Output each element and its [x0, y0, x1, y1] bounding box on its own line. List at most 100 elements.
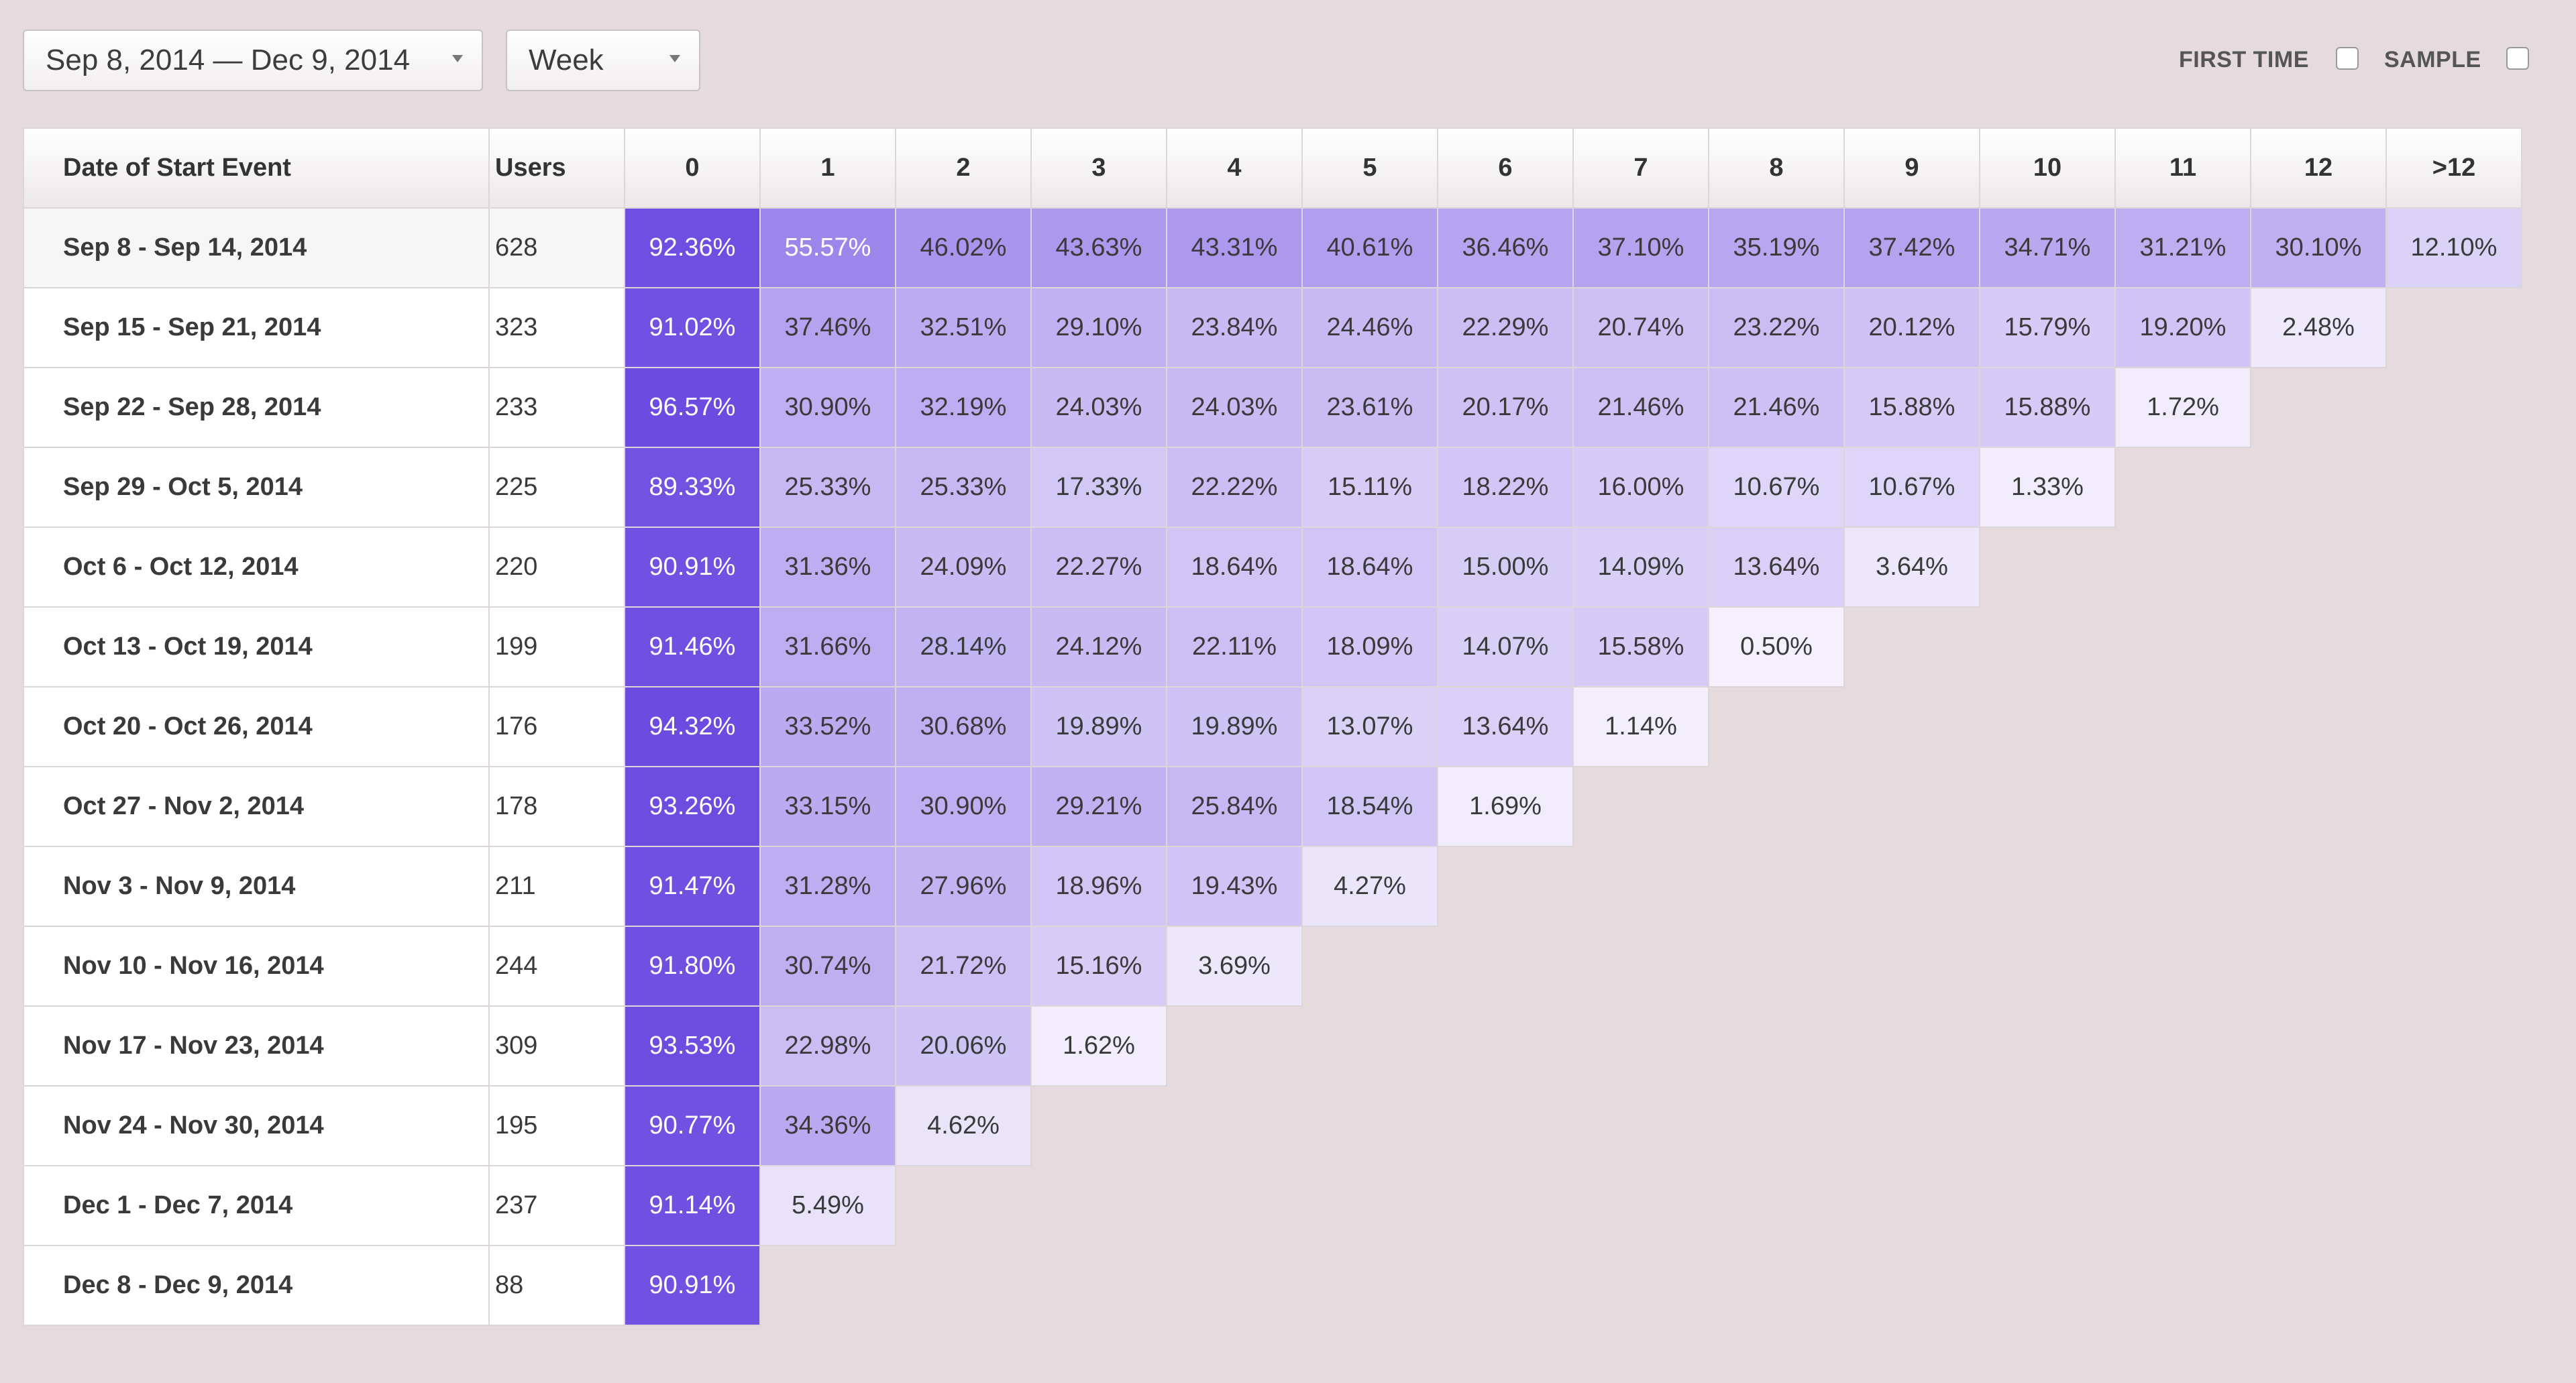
retention-cell[interactable]: 89.33%	[624, 447, 761, 528]
retention-cell[interactable]: 1.72%	[2114, 367, 2251, 448]
retention-cell[interactable]: 43.63%	[1030, 207, 1167, 288]
retention-cell[interactable]: 19.20%	[2114, 287, 2251, 368]
retention-cell[interactable]: 25.33%	[759, 447, 896, 528]
retention-cell[interactable]: 23.61%	[1301, 367, 1438, 448]
retention-cell[interactable]: 15.79%	[1979, 287, 2116, 368]
retention-cell[interactable]: 0.50%	[1708, 606, 1845, 687]
retention-cell[interactable]: 22.27%	[1030, 527, 1167, 608]
retention-cell[interactable]: 93.26%	[624, 766, 761, 847]
retention-cell[interactable]: 24.12%	[1030, 606, 1167, 687]
retention-cell[interactable]: 34.71%	[1979, 207, 2116, 288]
retention-cell[interactable]: 55.57%	[759, 207, 896, 288]
retention-cell[interactable]: 31.28%	[759, 846, 896, 927]
retention-cell[interactable]: 90.91%	[624, 1245, 761, 1326]
retention-cell[interactable]: 30.10%	[2250, 207, 2387, 288]
retention-cell[interactable]: 18.96%	[1030, 846, 1167, 927]
retention-cell[interactable]: 25.84%	[1166, 766, 1303, 847]
retention-cell[interactable]: 18.22%	[1437, 447, 1574, 528]
retention-cell[interactable]: 15.58%	[1572, 606, 1709, 687]
retention-cell[interactable]: 28.14%	[895, 606, 1032, 687]
retention-cell[interactable]: 12.10%	[2385, 207, 2522, 288]
retention-cell[interactable]: 40.61%	[1301, 207, 1438, 288]
retention-cell[interactable]: 43.31%	[1166, 207, 1303, 288]
retention-cell[interactable]: 27.96%	[895, 846, 1032, 927]
retention-cell[interactable]: 29.21%	[1030, 766, 1167, 847]
retention-cell[interactable]: 24.09%	[895, 527, 1032, 608]
retention-cell[interactable]: 15.11%	[1301, 447, 1438, 528]
retention-cell[interactable]: 1.33%	[1979, 447, 2116, 528]
retention-cell[interactable]: 20.74%	[1572, 287, 1709, 368]
retention-cell[interactable]: 5.49%	[759, 1165, 896, 1246]
date-range-dropdown[interactable]: Sep 8, 2014 — Dec 9, 2014	[23, 30, 483, 91]
retention-cell[interactable]: 19.89%	[1030, 686, 1167, 767]
retention-cell[interactable]: 93.53%	[624, 1005, 761, 1087]
retention-cell[interactable]: 18.64%	[1166, 527, 1303, 608]
retention-cell[interactable]: 13.07%	[1301, 686, 1438, 767]
retention-cell[interactable]: 91.80%	[624, 926, 761, 1007]
retention-cell[interactable]: 92.36%	[624, 207, 761, 288]
retention-cell[interactable]: 15.88%	[1979, 367, 2116, 448]
period-dropdown[interactable]: Week	[506, 30, 700, 91]
retention-cell[interactable]: 23.84%	[1166, 287, 1303, 368]
retention-cell[interactable]: 30.90%	[759, 367, 896, 448]
retention-cell[interactable]: 32.51%	[895, 287, 1032, 368]
retention-cell[interactable]: 10.67%	[1708, 447, 1845, 528]
retention-cell[interactable]: 18.54%	[1301, 766, 1438, 847]
retention-cell[interactable]: 31.21%	[2114, 207, 2251, 288]
retention-cell[interactable]: 18.09%	[1301, 606, 1438, 687]
retention-cell[interactable]: 15.88%	[1843, 367, 1980, 448]
retention-cell[interactable]: 91.46%	[624, 606, 761, 687]
retention-cell[interactable]: 13.64%	[1437, 686, 1574, 767]
retention-cell[interactable]: 30.68%	[895, 686, 1032, 767]
retention-cell[interactable]: 32.19%	[895, 367, 1032, 448]
retention-cell[interactable]: 16.00%	[1572, 447, 1709, 528]
retention-cell[interactable]: 36.46%	[1437, 207, 1574, 288]
retention-cell[interactable]: 37.42%	[1843, 207, 1980, 288]
retention-cell[interactable]: 14.09%	[1572, 527, 1709, 608]
retention-cell[interactable]: 13.64%	[1708, 527, 1845, 608]
retention-cell[interactable]: 37.46%	[759, 287, 896, 368]
retention-cell[interactable]: 22.11%	[1166, 606, 1303, 687]
retention-cell[interactable]: 29.10%	[1030, 287, 1167, 368]
retention-cell[interactable]: 10.67%	[1843, 447, 1980, 528]
retention-cell[interactable]: 15.00%	[1437, 527, 1574, 608]
retention-cell[interactable]: 46.02%	[895, 207, 1032, 288]
retention-cell[interactable]: 91.47%	[624, 846, 761, 927]
retention-cell[interactable]: 17.33%	[1030, 447, 1167, 528]
retention-cell[interactable]: 22.29%	[1437, 287, 1574, 368]
retention-cell[interactable]: 33.15%	[759, 766, 896, 847]
retention-cell[interactable]: 4.62%	[895, 1085, 1032, 1166]
retention-cell[interactable]: 31.66%	[759, 606, 896, 687]
retention-cell[interactable]: 35.19%	[1708, 207, 1845, 288]
retention-cell[interactable]: 33.52%	[759, 686, 896, 767]
retention-cell[interactable]: 25.33%	[895, 447, 1032, 528]
retention-cell[interactable]: 90.77%	[624, 1085, 761, 1166]
retention-cell[interactable]: 91.02%	[624, 287, 761, 368]
retention-cell[interactable]: 94.32%	[624, 686, 761, 767]
retention-cell[interactable]: 34.36%	[759, 1085, 896, 1166]
retention-cell[interactable]: 14.07%	[1437, 606, 1574, 687]
retention-cell[interactable]: 20.06%	[895, 1005, 1032, 1087]
retention-cell[interactable]: 19.43%	[1166, 846, 1303, 927]
retention-cell[interactable]: 18.64%	[1301, 527, 1438, 608]
sample-checkbox[interactable]	[2506, 47, 2529, 70]
retention-cell[interactable]: 1.14%	[1572, 686, 1709, 767]
retention-cell[interactable]: 3.64%	[1843, 527, 1980, 608]
retention-cell[interactable]: 22.22%	[1166, 447, 1303, 528]
retention-cell[interactable]: 24.03%	[1166, 367, 1303, 448]
retention-cell[interactable]: 20.17%	[1437, 367, 1574, 448]
retention-cell[interactable]: 3.69%	[1166, 926, 1303, 1007]
retention-cell[interactable]: 37.10%	[1572, 207, 1709, 288]
retention-cell[interactable]: 91.14%	[624, 1165, 761, 1246]
retention-cell[interactable]: 21.72%	[895, 926, 1032, 1007]
retention-cell[interactable]: 1.69%	[1437, 766, 1574, 847]
retention-cell[interactable]: 90.91%	[624, 527, 761, 608]
retention-cell[interactable]: 24.46%	[1301, 287, 1438, 368]
retention-cell[interactable]: 24.03%	[1030, 367, 1167, 448]
retention-cell[interactable]: 20.12%	[1843, 287, 1980, 368]
retention-cell[interactable]: 15.16%	[1030, 926, 1167, 1007]
retention-cell[interactable]: 96.57%	[624, 367, 761, 448]
retention-cell[interactable]: 22.98%	[759, 1005, 896, 1087]
retention-cell[interactable]: 19.89%	[1166, 686, 1303, 767]
retention-cell[interactable]: 30.90%	[895, 766, 1032, 847]
